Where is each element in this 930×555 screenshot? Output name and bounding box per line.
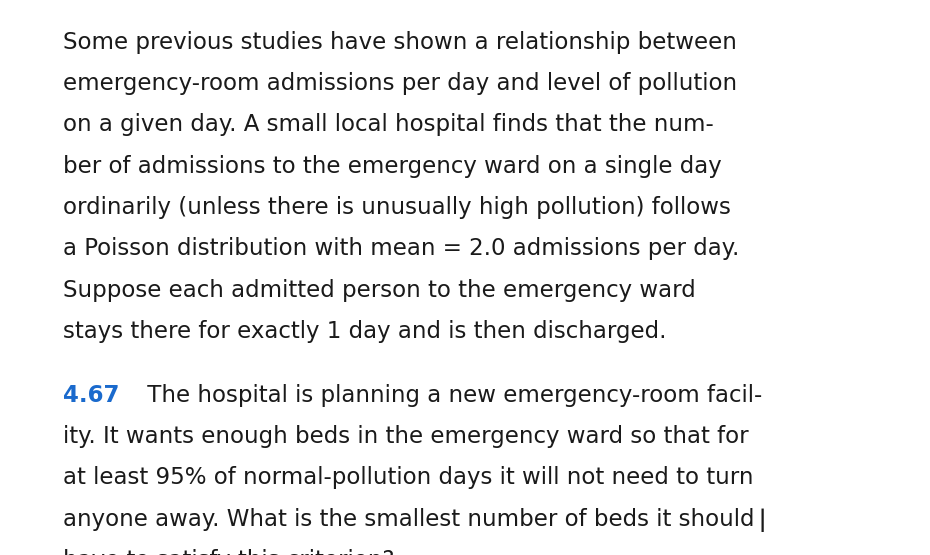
Text: ber of admissions to the emergency ward on a single day: ber of admissions to the emergency ward … [63, 155, 722, 178]
Text: a Poisson distribution with mean = 2.0 admissions per day.: a Poisson distribution with mean = 2.0 a… [63, 238, 739, 260]
Text: Suppose each admitted person to the emergency ward: Suppose each admitted person to the emer… [63, 279, 696, 301]
Text: emergency-room admissions per day and level of pollution: emergency-room admissions per day and le… [63, 72, 737, 95]
Text: at least 95% of normal-pollution days it will not need to turn: at least 95% of normal-pollution days it… [63, 466, 753, 489]
Text: on a given day. A small local hospital finds that the num-: on a given day. A small local hospital f… [63, 113, 714, 136]
Text: Some previous studies have shown a relationship between: Some previous studies have shown a relat… [63, 31, 737, 53]
Text: stays there for exactly 1 day and is then discharged.: stays there for exactly 1 day and is the… [63, 320, 667, 343]
Text: 4.67: 4.67 [63, 384, 120, 406]
Text: ity. It wants enough beds in the emergency ward so that for: ity. It wants enough beds in the emergen… [63, 425, 749, 448]
Text: have to satisfy this criterion?: have to satisfy this criterion? [63, 549, 394, 555]
Text: The hospital is planning a new emergency-room facil-: The hospital is planning a new emergency… [140, 384, 763, 406]
Text: ordinarily (unless there is unusually high pollution) follows: ordinarily (unless there is unusually hi… [63, 196, 731, 219]
Text: anyone away. What is the smallest number of beds it should ▏: anyone away. What is the smallest number… [63, 508, 779, 532]
